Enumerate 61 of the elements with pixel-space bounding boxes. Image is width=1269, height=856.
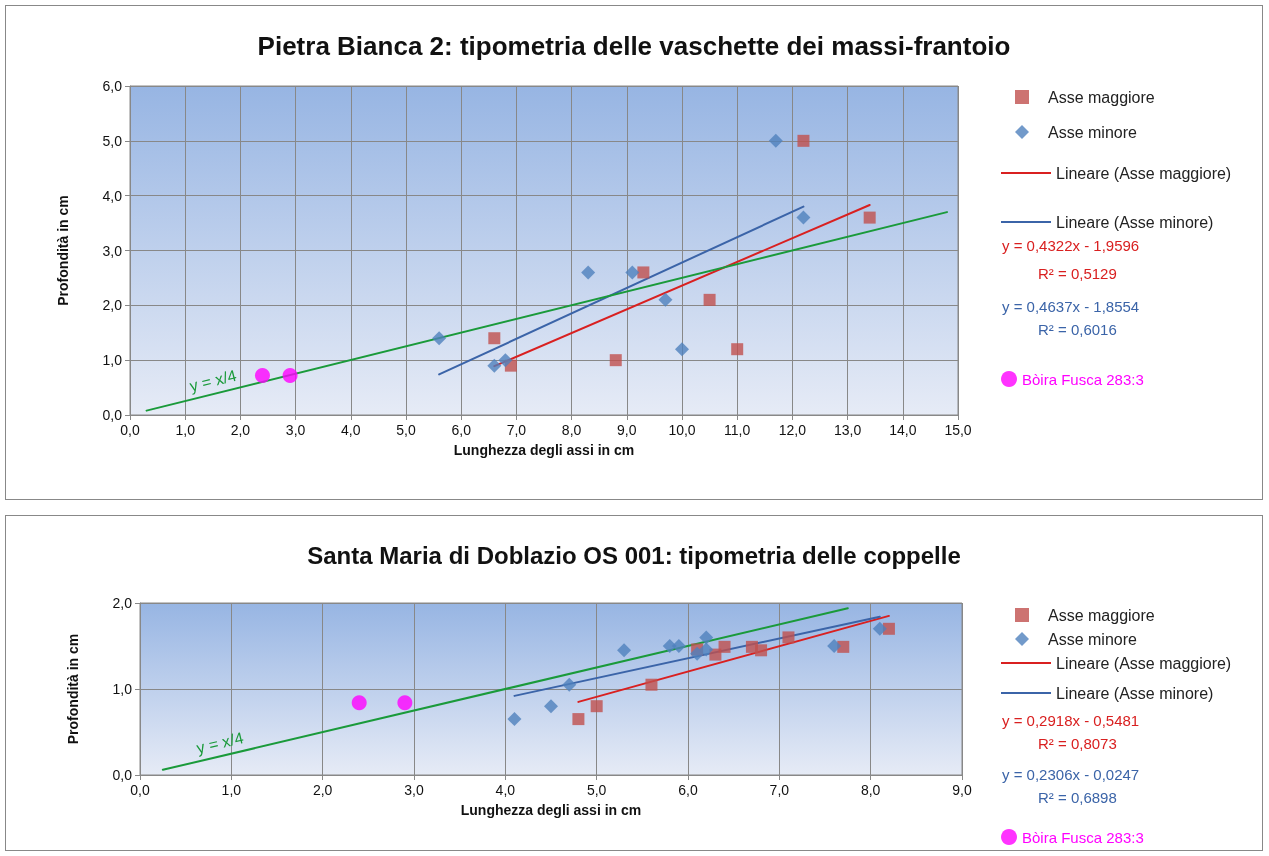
x-axis-title: Lunghezza degli assi in cm [460, 802, 642, 818]
x-tick-label: 3,0 [285, 422, 306, 438]
x-tick-label: 2,0 [312, 782, 333, 798]
y-tick-label: 4,0 [102, 187, 123, 204]
x-tick-label: 12,0 [778, 422, 807, 438]
y-tick-label: 0,0 [112, 767, 133, 783]
x-tick-label: 9,0 [952, 782, 972, 798]
x-tick-label: 14,0 [889, 422, 917, 438]
y-tick-label: 0,0 [102, 407, 123, 423]
annotation: y = x/4 [194, 729, 246, 757]
x-tick-label: 4,0 [341, 422, 361, 438]
legend-label: Lineare (Asse minore) [1056, 684, 1214, 702]
legend-label: Asse minore [1048, 630, 1138, 648]
x-tick-label: 6,0 [451, 422, 472, 438]
legend-label: Lineare (Asse maggiore) [1056, 164, 1232, 182]
x-tick-label: 8,0 [860, 782, 881, 798]
annotation: y = x/4 [187, 366, 239, 395]
chart-title: Santa Maria di Doblazio OS 001: tipometria delle coppelle [307, 541, 961, 569]
x-tick-label: 2,0 [230, 422, 251, 438]
y-tick-label: 3,0 [102, 242, 123, 259]
x-tick-label: 5,0 [586, 782, 607, 798]
y-axis-title: Profondità in cm [65, 633, 81, 745]
x-tick-label: 7,0 [506, 422, 527, 438]
text: R² = 0,6898 [1038, 789, 1117, 806]
y-tick-label: 1,0 [102, 352, 123, 369]
y-tick-label: 6,0 [102, 78, 123, 94]
text: R² = 0,6016 [1038, 321, 1117, 338]
x-tick-label: 0,0 [130, 782, 150, 798]
y-tick-label: 2,0 [112, 595, 133, 611]
y-axis-title: Profondità in cm [55, 195, 71, 306]
text: y = 0,4322x - 1,9596 [1002, 237, 1140, 254]
y-tick-label: 2,0 [102, 297, 123, 314]
text: y = 0,4637x - 1,8554 [1002, 298, 1140, 315]
y-tick-label: 1,0 [112, 681, 133, 697]
text: R² = 0,8073 [1038, 735, 1117, 752]
x-tick-label: 1,0 [175, 422, 196, 438]
x-tick-label: 9,0 [617, 422, 637, 438]
text: y = 0,2918x - 0,5481 [1002, 712, 1140, 729]
x-tick-label: 10,0 [668, 422, 696, 438]
legend-label: Lineare (Asse minore) [1056, 213, 1214, 231]
x-tick-label: 5,0 [396, 422, 416, 438]
x-tick-label: 7,0 [769, 782, 790, 798]
y-tick-label: 5,0 [102, 132, 123, 149]
legend-label: Bòira Fusca 283:3 [1022, 828, 1144, 846]
x-tick-label: 15,0 [944, 422, 972, 438]
text: R² = 0,5129 [1038, 265, 1117, 282]
x-tick-label: 11,0 [724, 422, 751, 438]
x-axis-title: Lunghezza degli assi in cm [453, 442, 635, 458]
legend-label: Asse maggiore [1048, 88, 1155, 106]
text: y = 0,2306x - 0,0247 [1002, 766, 1140, 783]
legend-label: Asse minore [1048, 123, 1138, 141]
legend-label: Lineare (Asse maggiore) [1056, 654, 1232, 672]
x-tick-label: 13,0 [833, 422, 862, 438]
legend-label: Asse maggiore [1048, 606, 1155, 624]
chart-title: Pietra Bianca 2: tipometria delle vaschette dei massi-frantoio [257, 31, 1011, 61]
x-tick-label: 4,0 [495, 782, 516, 798]
x-tick-label: 1,0 [221, 782, 242, 798]
x-tick-label: 6,0 [678, 782, 698, 798]
x-tick-label: 3,0 [404, 782, 424, 798]
legend-label: Bòira Fusca 283:3 [1022, 370, 1144, 388]
x-tick-label: 8,0 [561, 422, 582, 438]
